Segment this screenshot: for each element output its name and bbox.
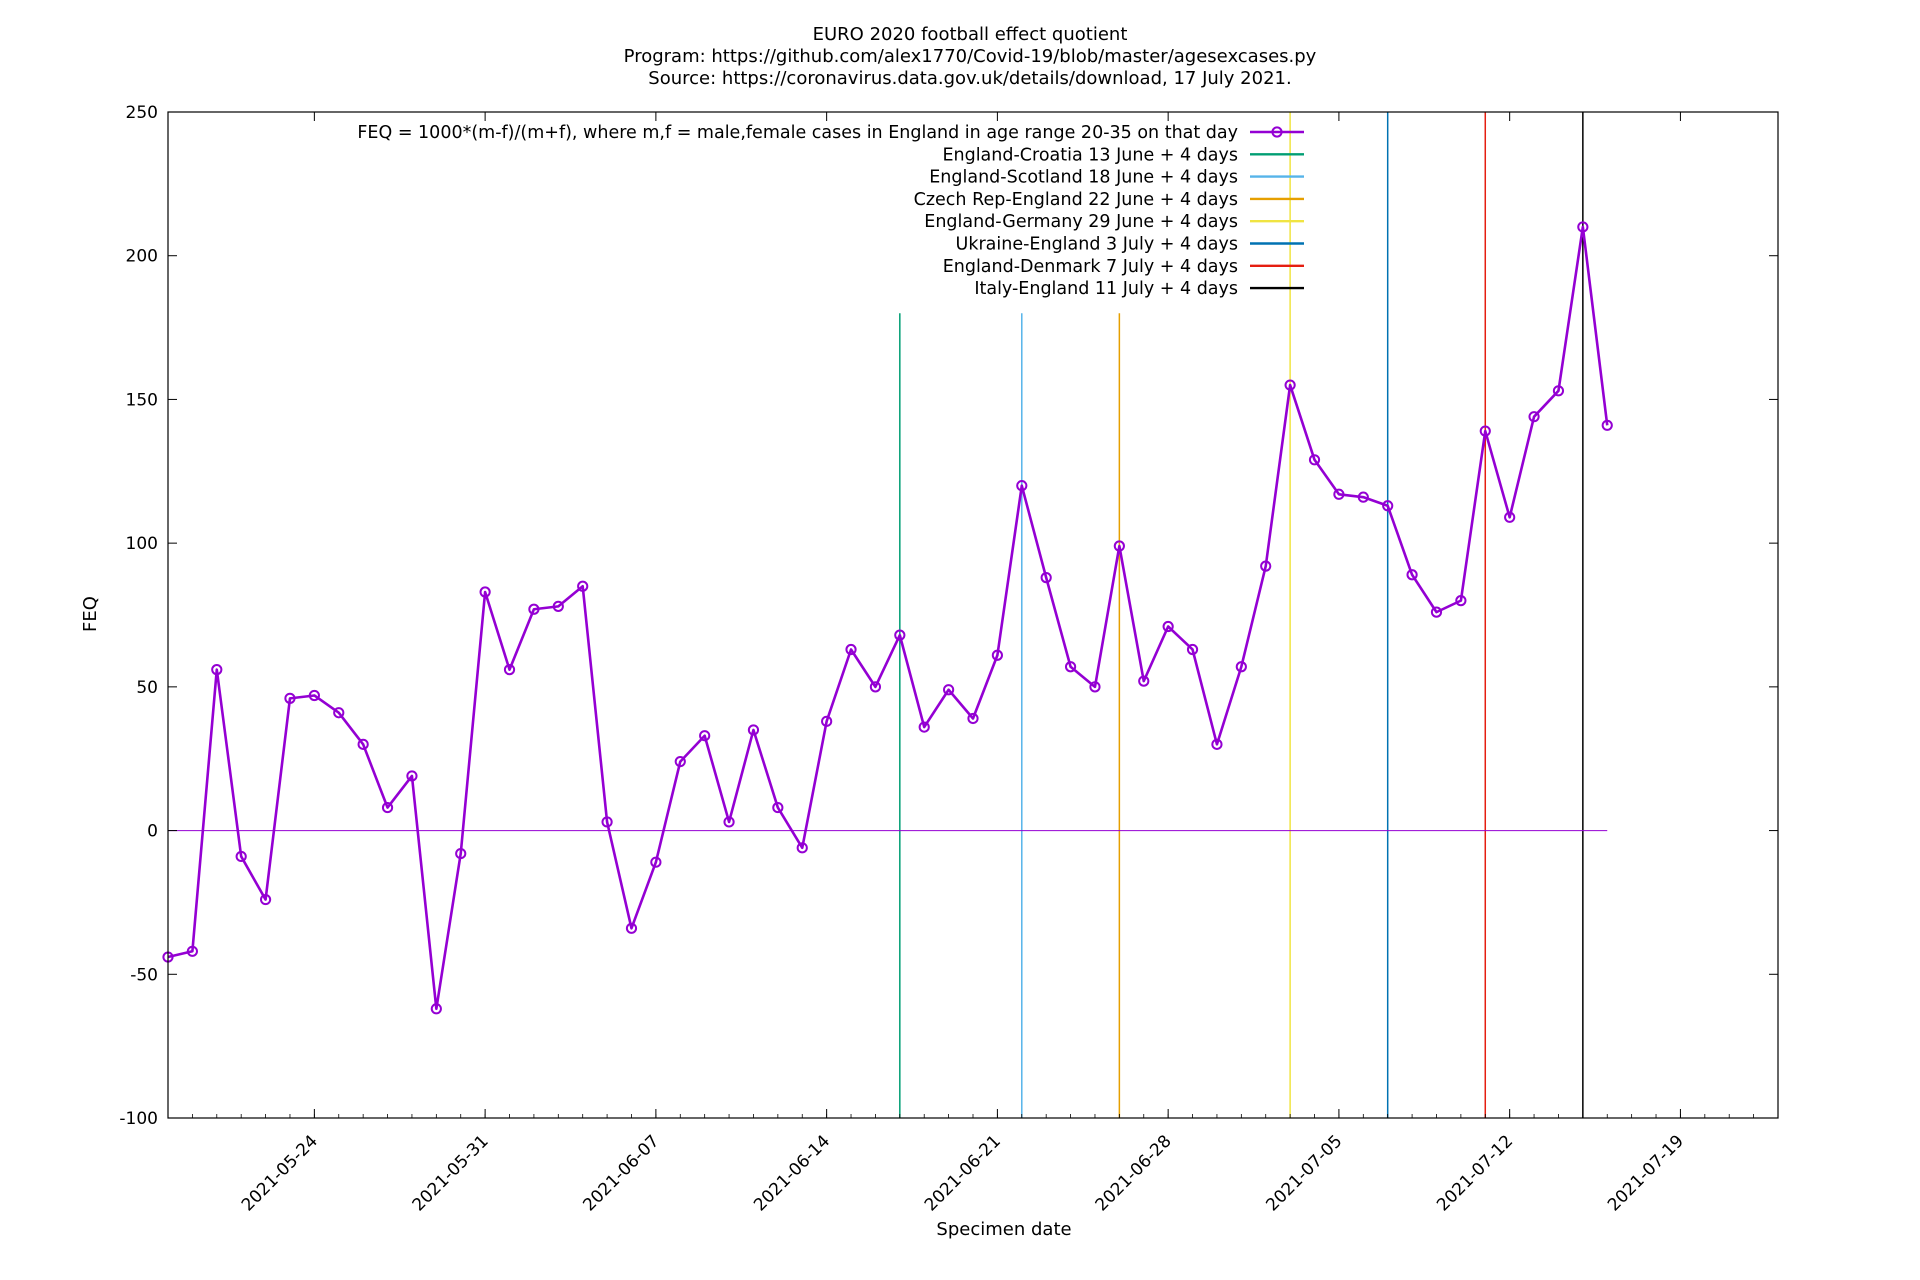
legend-label-4: England-Germany 29 June + 4 days bbox=[924, 212, 1238, 232]
y-tick-label: 200 bbox=[126, 247, 158, 267]
data-point-27 bbox=[796, 842, 808, 854]
data-point-48 bbox=[1308, 454, 1321, 466]
legend-label-feq: FEQ = 1000*(m-f)/(m+f), where m,f = male… bbox=[357, 123, 1238, 143]
y-tick-label: 150 bbox=[126, 390, 158, 410]
series-group bbox=[162, 221, 1613, 1015]
legend: FEQ = 1000*(m-f)/(m+f), where m,f = male… bbox=[357, 123, 1304, 299]
data-point-4 bbox=[235, 850, 247, 863]
data-point-43 bbox=[1186, 643, 1199, 656]
data-point-22 bbox=[674, 755, 686, 768]
y-tick-label: 100 bbox=[126, 534, 158, 554]
data-point-47 bbox=[1284, 379, 1296, 391]
data-point-37 bbox=[1040, 572, 1052, 584]
x-tick-label: 2021-06-07 bbox=[579, 1131, 663, 1215]
data-point-57 bbox=[1528, 411, 1540, 423]
data-point-12 bbox=[430, 1003, 442, 1015]
data-point-29 bbox=[845, 643, 857, 656]
data-point-39 bbox=[1089, 681, 1101, 693]
data-point-17 bbox=[552, 600, 564, 612]
data-point-9 bbox=[357, 738, 369, 750]
data-point-34 bbox=[967, 712, 979, 725]
data-point-50 bbox=[1357, 491, 1369, 503]
data-point-11 bbox=[406, 770, 418, 782]
x-tick-label: 2021-07-12 bbox=[1433, 1131, 1517, 1215]
data-point-41 bbox=[1138, 675, 1150, 687]
data-point-35 bbox=[991, 649, 1003, 661]
legend-label-6: England-Denmark 7 July + 4 days bbox=[943, 257, 1238, 277]
series-line bbox=[167, 225, 1609, 1011]
data-point-51 bbox=[1382, 500, 1394, 512]
x-tick-label: 2021-06-28 bbox=[1092, 1131, 1176, 1215]
legend-marker-feq bbox=[1271, 126, 1283, 138]
data-point-3 bbox=[211, 664, 223, 676]
x-tick-label: 2021-05-31 bbox=[409, 1131, 493, 1215]
data-point-45 bbox=[1235, 661, 1247, 673]
data-point-55 bbox=[1479, 425, 1491, 437]
x-tick-label: 2021-06-21 bbox=[921, 1131, 1005, 1215]
data-point-56 bbox=[1504, 511, 1516, 523]
data-point-49 bbox=[1333, 488, 1345, 500]
x-tick-label: 2021-05-24 bbox=[238, 1131, 322, 1215]
data-point-24 bbox=[723, 816, 735, 828]
data-point-28 bbox=[821, 715, 833, 727]
legend-label-1: England-Croatia 13 June + 4 days bbox=[942, 145, 1238, 165]
data-point-15 bbox=[503, 664, 516, 676]
data-point-2 bbox=[186, 945, 198, 957]
legend-label-5: Ukraine-England 3 July + 4 days bbox=[956, 235, 1238, 255]
data-point-21 bbox=[650, 856, 662, 868]
data-point-26 bbox=[772, 801, 784, 814]
data-point-16 bbox=[528, 603, 540, 615]
x-tick-label: 2021-06-14 bbox=[750, 1131, 834, 1215]
data-point-18 bbox=[577, 580, 589, 592]
y-tick-label: -50 bbox=[130, 965, 158, 985]
data-point-6 bbox=[284, 692, 296, 704]
y-tick-label: 250 bbox=[126, 103, 158, 123]
data-point-44 bbox=[1211, 738, 1223, 750]
data-point-52 bbox=[1406, 569, 1418, 581]
data-point-42 bbox=[1162, 620, 1174, 633]
chart-subtitle-program: Program: https://github.com/alex1770/Cov… bbox=[624, 46, 1317, 67]
data-point-30 bbox=[869, 681, 882, 693]
data-point-13 bbox=[455, 847, 467, 860]
data-point-53 bbox=[1430, 606, 1443, 618]
data-point-25 bbox=[747, 724, 760, 736]
plot-frame bbox=[167, 111, 1779, 1119]
legend-label-3: Czech Rep-England 22 June + 4 days bbox=[914, 190, 1238, 210]
data-point-32 bbox=[918, 721, 930, 733]
reference-lines bbox=[899, 112, 1584, 1118]
legend-label-7: Italy-England 11 July + 4 days bbox=[974, 279, 1238, 299]
data-point-54 bbox=[1455, 595, 1467, 607]
data-point-58 bbox=[1552, 385, 1565, 397]
data-point-33 bbox=[943, 684, 955, 696]
y-tick-label: 0 bbox=[147, 822, 158, 842]
x-tick-label: 2021-07-19 bbox=[1604, 1131, 1688, 1215]
data-point-10 bbox=[381, 801, 394, 814]
data-point-14 bbox=[479, 586, 491, 598]
y-tick-label: -100 bbox=[119, 1109, 158, 1129]
data-point-19 bbox=[601, 816, 613, 828]
chart-subtitle-source: Source: https://coronavirus.data.gov.uk/… bbox=[648, 68, 1291, 89]
data-point-38 bbox=[1064, 661, 1077, 673]
data-point-7 bbox=[308, 689, 320, 702]
data-point-59 bbox=[1577, 221, 1589, 233]
legend-label-2: England-Scotland 18 June + 4 days bbox=[929, 168, 1238, 188]
data-point-5 bbox=[259, 893, 272, 906]
y-axis-label: FEQ bbox=[80, 596, 101, 632]
data-point-8 bbox=[333, 707, 345, 719]
data-point-40 bbox=[1113, 540, 1125, 552]
data-point-23 bbox=[699, 730, 711, 742]
chart-title: EURO 2020 football effect quotient bbox=[813, 24, 1128, 45]
data-point-31 bbox=[894, 629, 906, 641]
data-point-20 bbox=[625, 922, 638, 934]
y-tick-label: 50 bbox=[136, 678, 158, 698]
data-point-46 bbox=[1260, 560, 1272, 572]
data-point-36 bbox=[1016, 480, 1028, 492]
data-point-60 bbox=[1601, 419, 1613, 431]
x-axis-label: Specimen date bbox=[936, 1219, 1071, 1240]
x-tick-label: 2021-07-05 bbox=[1262, 1131, 1346, 1215]
